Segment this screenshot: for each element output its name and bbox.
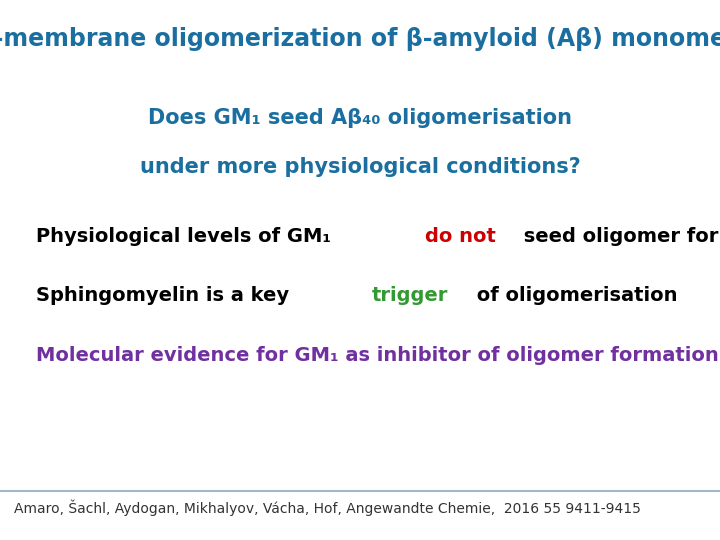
Text: Does GM₁ seed Aβ₄₀ oligomerisation: Does GM₁ seed Aβ₄₀ oligomerisation xyxy=(148,108,572,128)
Text: do not: do not xyxy=(426,227,496,246)
Text: Amaro, Šachl, Aydogan, Mikhalyov, Vácha, Hof, Angewandte Chemie,  2016 55 9411-9: Amaro, Šachl, Aydogan, Mikhalyov, Vácha,… xyxy=(14,500,642,516)
Text: Molecular evidence for GM₁ as inhibitor of oligomer formation: Molecular evidence for GM₁ as inhibitor … xyxy=(36,346,719,365)
Text: Physiological levels of GM₁: Physiological levels of GM₁ xyxy=(36,227,338,246)
Text: under more physiological conditions?: under more physiological conditions? xyxy=(140,157,580,177)
Text: seed oligomer formation.: seed oligomer formation. xyxy=(517,227,720,246)
Text: In-membrane oligomerization of β-amyloid (Aβ) monomers: In-membrane oligomerization of β-amyloid… xyxy=(0,27,720,51)
Text: of oligomerisation: of oligomerisation xyxy=(470,286,678,305)
Text: trigger: trigger xyxy=(372,286,448,305)
Text: Sphingomyelin is a key: Sphingomyelin is a key xyxy=(36,286,296,305)
